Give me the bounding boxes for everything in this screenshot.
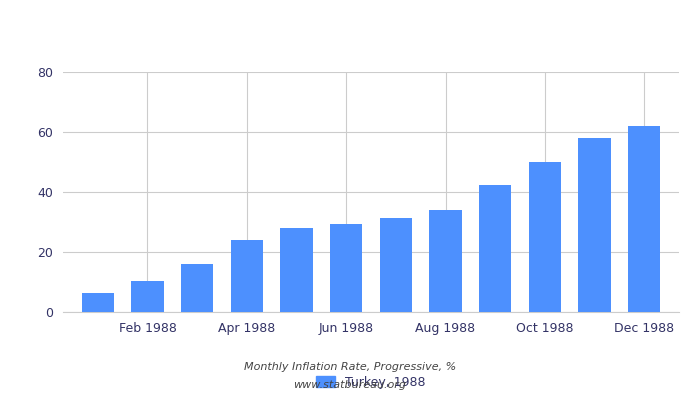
Bar xyxy=(429,210,462,312)
Bar xyxy=(578,138,610,312)
Legend: Turkey, 1988: Turkey, 1988 xyxy=(312,371,430,394)
Text: www.statbureau.org: www.statbureau.org xyxy=(293,380,407,390)
Bar xyxy=(231,240,263,312)
Bar xyxy=(82,292,114,312)
Bar xyxy=(479,184,511,312)
Bar xyxy=(181,264,214,312)
Bar xyxy=(528,162,561,312)
Text: Monthly Inflation Rate, Progressive, %: Monthly Inflation Rate, Progressive, % xyxy=(244,362,456,372)
Bar xyxy=(330,224,363,312)
Bar xyxy=(379,218,412,312)
Bar xyxy=(132,280,164,312)
Bar xyxy=(628,126,660,312)
Bar xyxy=(280,228,313,312)
